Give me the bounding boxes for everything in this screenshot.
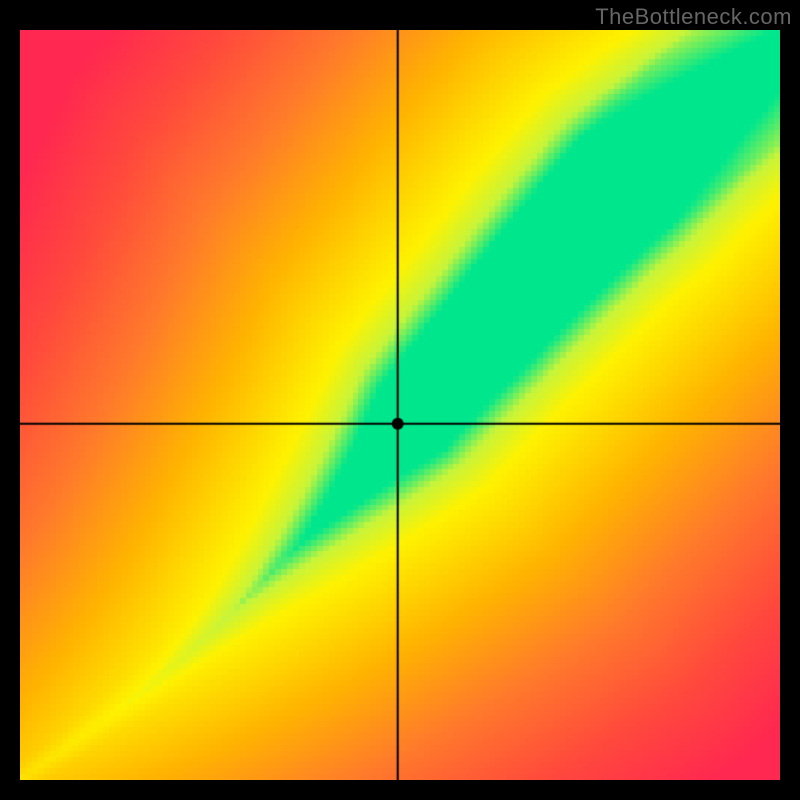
heatmap-plot — [20, 30, 780, 780]
chart-container: TheBottleneck.com — [0, 0, 800, 800]
heatmap-canvas — [20, 30, 780, 780]
watermark-text: TheBottleneck.com — [595, 4, 792, 30]
